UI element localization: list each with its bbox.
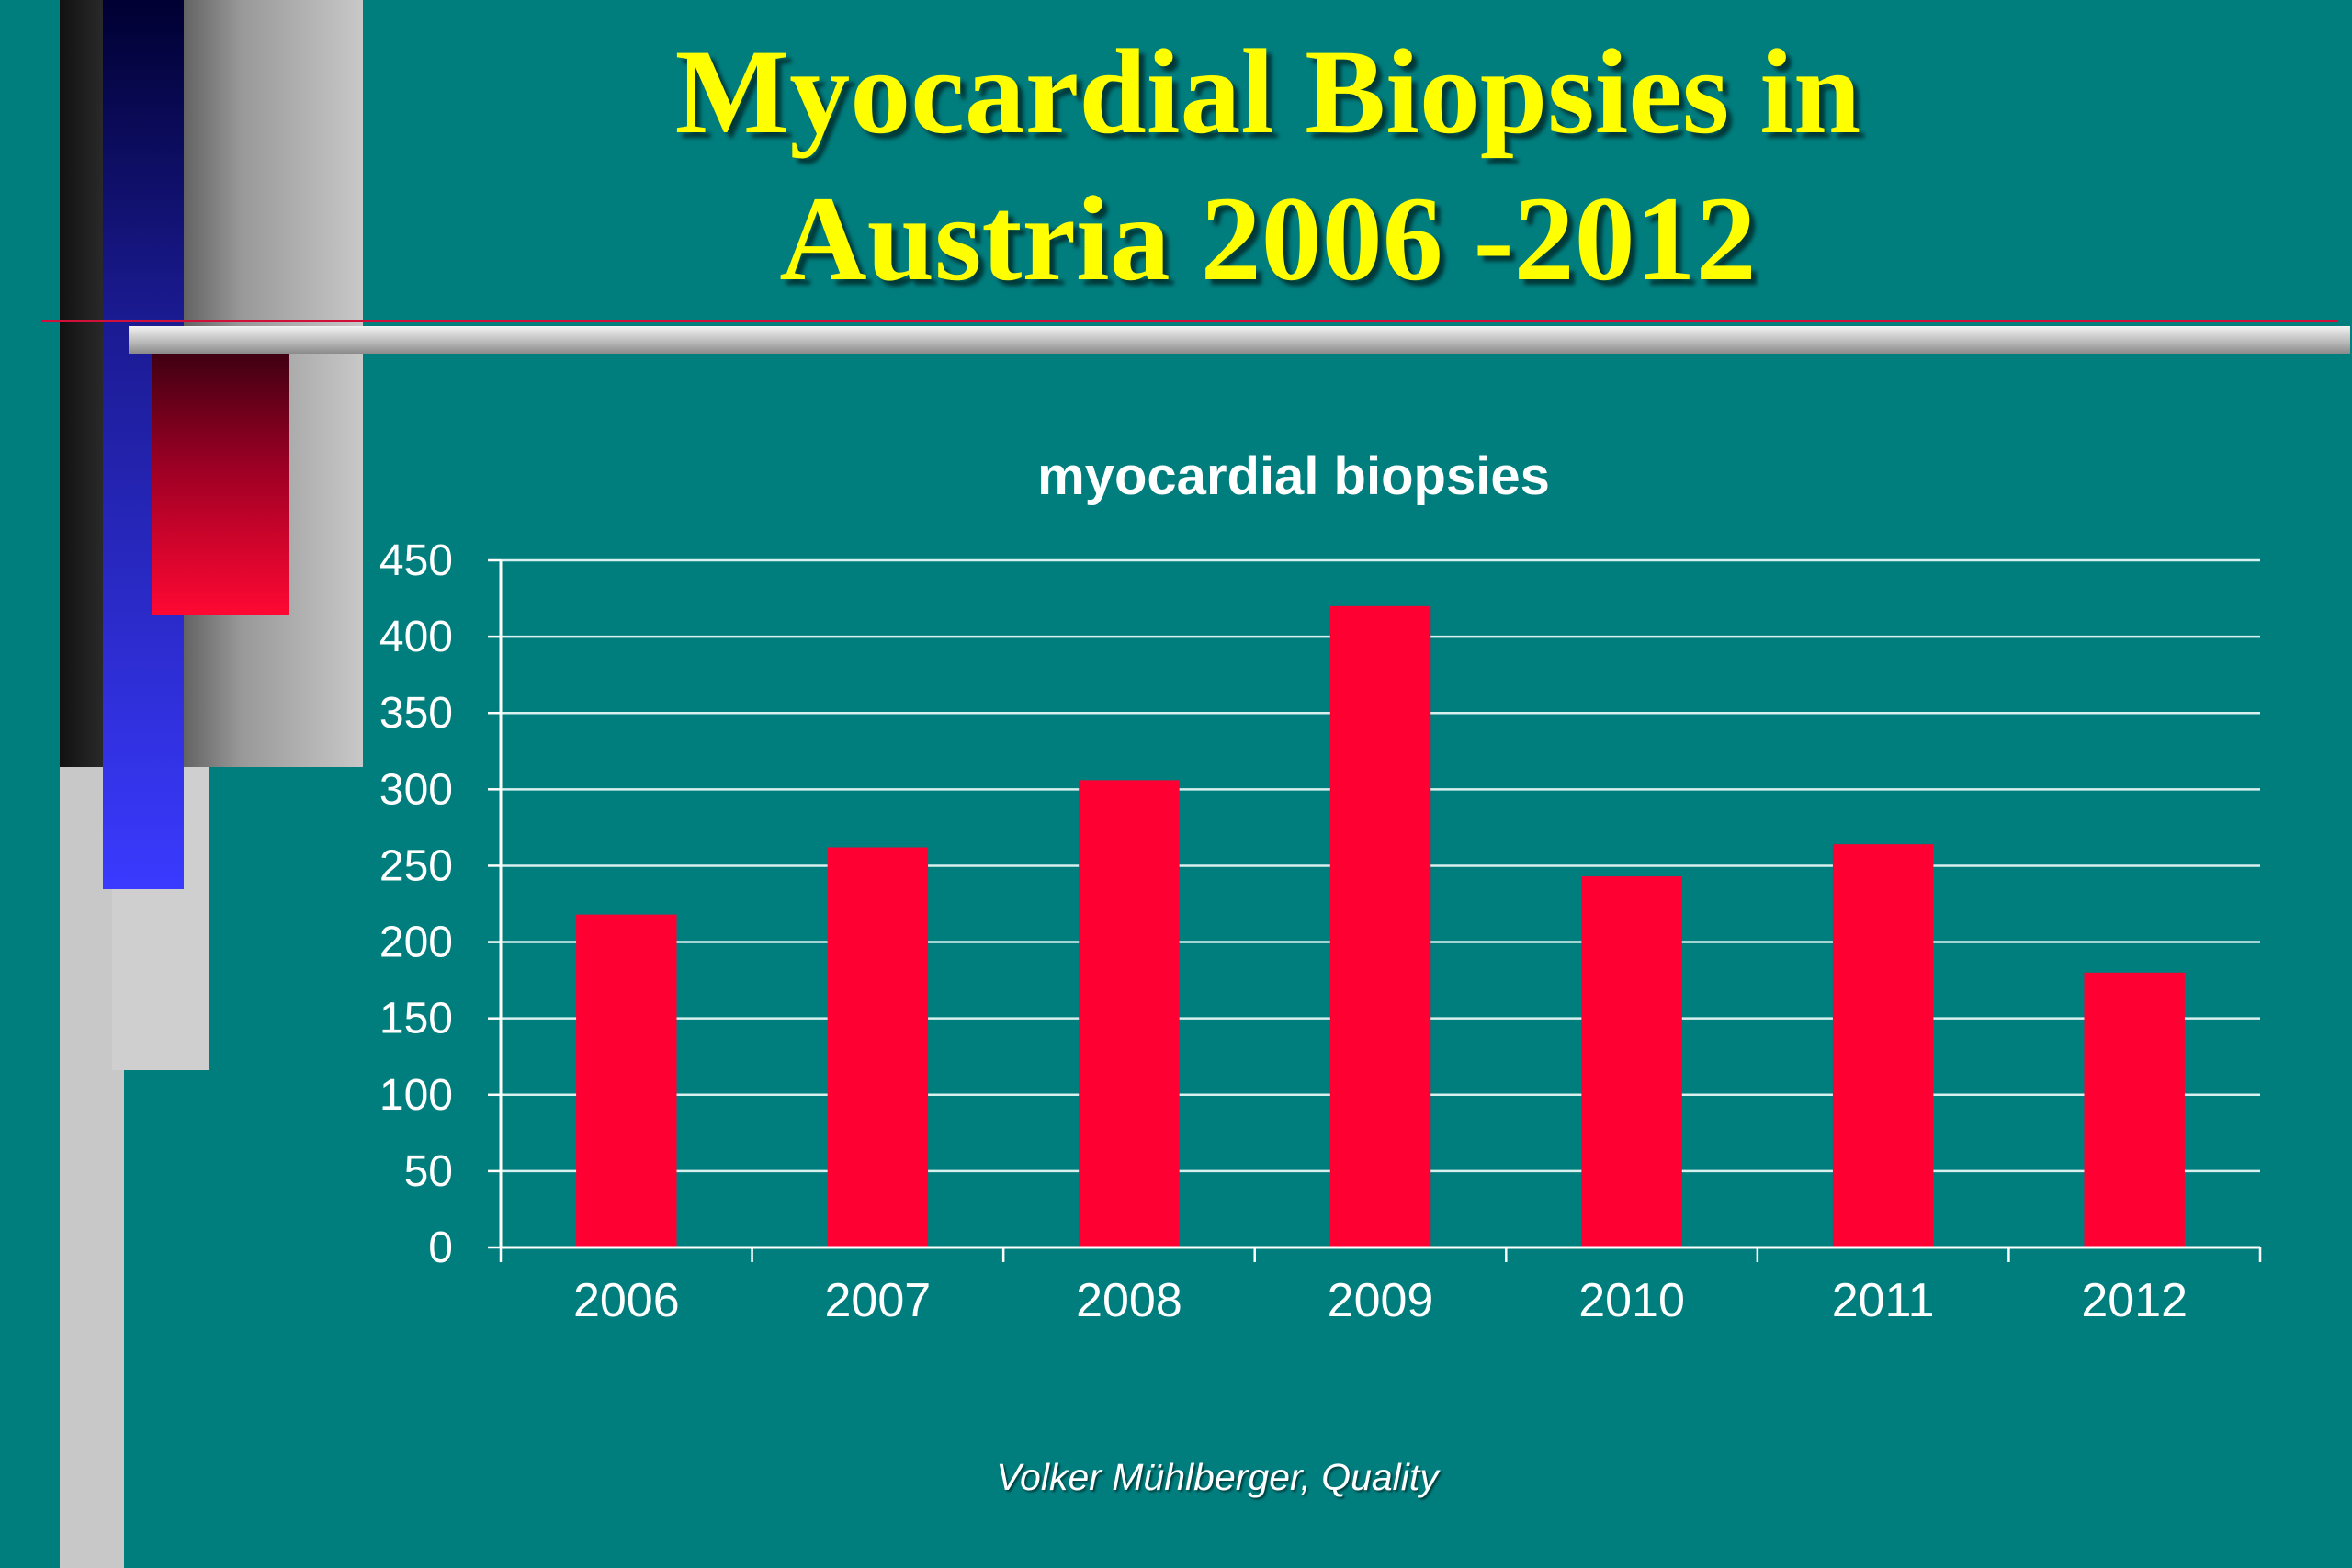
grey-rule-decoration: [129, 326, 2350, 354]
bar-2009: [1329, 605, 1431, 1247]
bar-2010: [1581, 876, 1682, 1247]
author-credit: Volker Mühlberger, Quality: [996, 1456, 1439, 1498]
red-rule-decoration: [41, 320, 2338, 322]
y-tick-label: 350: [379, 689, 453, 738]
x-axis: [499, 560, 2260, 1249]
bar-2007: [827, 847, 929, 1247]
slide-title-line2: Austria 2006 -2012: [779, 171, 1757, 306]
x-tick-label: 2006: [573, 1274, 680, 1327]
x-tick-label: 2012: [2081, 1274, 2188, 1327]
x-tick-label: 2010: [1578, 1274, 1685, 1327]
x-tick-label: 2009: [1328, 1274, 1434, 1327]
bar-2008: [1079, 780, 1180, 1247]
y-tick-label: 450: [379, 536, 453, 585]
y-tick-label: 300: [379, 765, 453, 814]
bar-2012: [2084, 972, 2185, 1247]
x-tick-label: 2008: [1076, 1274, 1182, 1327]
bar-2006: [576, 914, 677, 1247]
y-tick-label: 200: [379, 919, 453, 967]
y-tick-label: 0: [428, 1224, 453, 1272]
y-tick-label: 100: [379, 1071, 453, 1120]
y-axis-ticks: 0 50 100 150 200 250 300 350 400 450: [379, 536, 501, 1272]
y-tick-label: 250: [379, 841, 453, 890]
red-box-decoration: [152, 354, 289, 615]
y-tick-label: 50: [404, 1147, 453, 1196]
x-axis-ticks: 2006 2007 2008 2009 2010 2011 2012: [499, 1247, 2262, 1327]
slide-title-line1: Myocardial Biopsies in: [674, 24, 1861, 159]
slide-title: Myocardial Biopsies in Austria 2006 -201…: [404, 18, 2132, 312]
bars: [576, 605, 2185, 1247]
x-tick-label: 2011: [1832, 1274, 1935, 1327]
y-tick-label: 400: [379, 613, 453, 661]
chart-title: myocardial biopsies: [1037, 446, 1550, 506]
x-tick-label: 2007: [825, 1274, 932, 1327]
bar-2011: [1832, 844, 1934, 1247]
y-tick-label: 150: [379, 995, 453, 1043]
